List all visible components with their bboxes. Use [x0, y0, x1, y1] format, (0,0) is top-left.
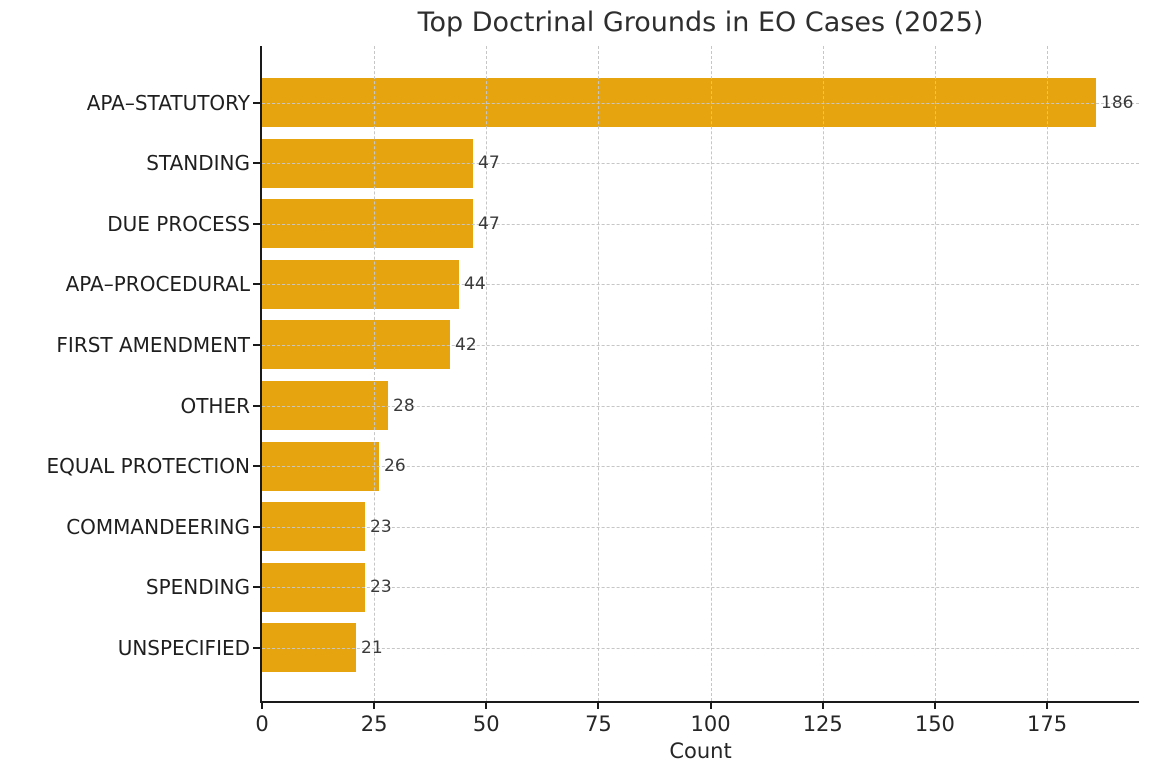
y-axis-category-label: STANDING [146, 151, 250, 176]
y-axis-category-label: FIRST AMENDMENT [56, 332, 250, 357]
h-gridline [262, 405, 1139, 407]
y-axis-category-label: OTHER [180, 393, 250, 418]
x-axis-title: Count [669, 739, 732, 763]
v-gridline [934, 46, 936, 701]
plot-area: 186 47 47 44 42 28 26 23 23 21 [262, 46, 1139, 701]
y-tick-mark [253, 586, 260, 589]
x-tick-mark [261, 703, 263, 709]
x-axis-tick-label: 0 [255, 712, 269, 736]
x-axis-tick-label: 75 [585, 712, 612, 736]
h-gridline [262, 284, 1139, 286]
y-tick-mark [253, 162, 260, 165]
h-gridline [262, 163, 1139, 165]
v-gridline [1047, 46, 1049, 701]
y-tick-mark [253, 525, 260, 528]
x-tick-mark [597, 703, 600, 709]
x-axis-tick-label: 50 [472, 712, 500, 736]
y-tick-mark [253, 465, 260, 468]
h-gridline [262, 647, 1139, 649]
h-gridline [262, 102, 1139, 104]
x-axis-tick-label: 100 [690, 712, 731, 736]
y-axis-category-label: DUE PROCESS [107, 211, 250, 236]
h-gridline [262, 587, 1139, 589]
v-gridline [710, 46, 712, 701]
y-axis-category-label: SPENDING [145, 575, 250, 600]
y-axis-category-label: APA–STATUTORY [86, 90, 250, 115]
x-tick-mark [485, 703, 488, 709]
v-gridline [598, 46, 600, 701]
chart-title: Top Doctrinal Grounds in EO Cases (2025) [417, 7, 984, 38]
y-tick-mark [253, 404, 260, 407]
x-axis-tick-label: 125 [802, 712, 843, 736]
bar-value-label: 21 [361, 637, 383, 658]
y-tick-mark [253, 646, 260, 649]
bar-value-label: 23 [370, 577, 392, 598]
y-axis-category-label: APA–PROCEDURAL [65, 272, 250, 297]
v-gridline [374, 46, 376, 701]
x-tick-mark [821, 703, 824, 709]
bar-value-label: 186 [1101, 92, 1134, 113]
bar-value-label: 26 [384, 456, 406, 477]
h-gridline [262, 466, 1139, 468]
bar-value-label: 28 [393, 395, 415, 416]
bar-value-label: 44 [464, 274, 486, 295]
h-gridline [262, 223, 1139, 225]
x-axis-spine [260, 701, 1139, 703]
y-tick-mark [253, 222, 260, 225]
bar-value-label: 47 [478, 153, 500, 174]
y-axis-category-label: COMMANDEERING [66, 514, 250, 539]
v-gridline [822, 46, 824, 701]
h-gridline [262, 526, 1139, 528]
y-tick-mark [253, 101, 260, 104]
y-axis-spine [260, 46, 262, 703]
bar-value-label: 42 [455, 334, 477, 355]
x-axis-tick-label: 25 [360, 712, 388, 736]
v-gridline [486, 46, 488, 701]
x-tick-mark [933, 703, 936, 709]
x-tick-mark [373, 703, 376, 709]
y-tick-mark [253, 283, 260, 286]
x-tick-mark [1046, 703, 1049, 709]
x-axis-tick-label: 175 [1026, 712, 1068, 736]
x-tick-mark [709, 703, 712, 709]
bar-value-label: 47 [478, 213, 500, 234]
h-gridline [262, 344, 1139, 346]
x-axis-tick-label: 150 [914, 712, 955, 736]
y-axis-category-label: UNSPECIFIED [117, 635, 250, 660]
y-tick-mark [253, 343, 260, 346]
bar-value-label: 23 [370, 516, 392, 537]
y-axis-category-label: EQUAL PROTECTION [46, 454, 250, 479]
